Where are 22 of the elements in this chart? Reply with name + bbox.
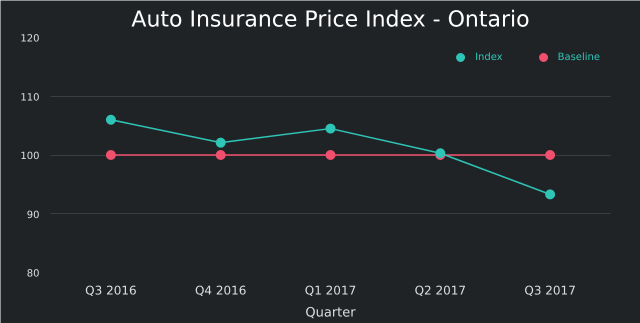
point: [326, 150, 336, 160]
x-tick-label: Q1 2017: [304, 284, 356, 298]
y-tick-label: 80: [26, 268, 40, 280]
y-tick-label: 100: [20, 151, 40, 162]
legend-label: Index: [475, 52, 503, 62]
x-tick-label: Q3 2017: [524, 284, 576, 298]
point: [326, 124, 336, 134]
point: [216, 138, 226, 148]
x-tick-label: Q4 2016: [194, 284, 246, 298]
x-axis-title: Quarter: [305, 306, 356, 320]
y-tick-label: 90: [26, 210, 40, 221]
x-tick-label: Q2 2017: [414, 284, 466, 298]
point: [216, 150, 226, 160]
point: [545, 189, 556, 200]
y-tick-label: 110: [20, 92, 40, 104]
point: [545, 150, 556, 160]
x-tick-label: Q3 2016: [85, 284, 137, 298]
chart-title: Auto Insurance Price Index - Ontario: [131, 8, 530, 32]
point: [106, 150, 116, 160]
point: [106, 114, 116, 125]
y-tick-label: 120: [20, 34, 40, 44]
legend-label: Baseline: [558, 52, 600, 62]
